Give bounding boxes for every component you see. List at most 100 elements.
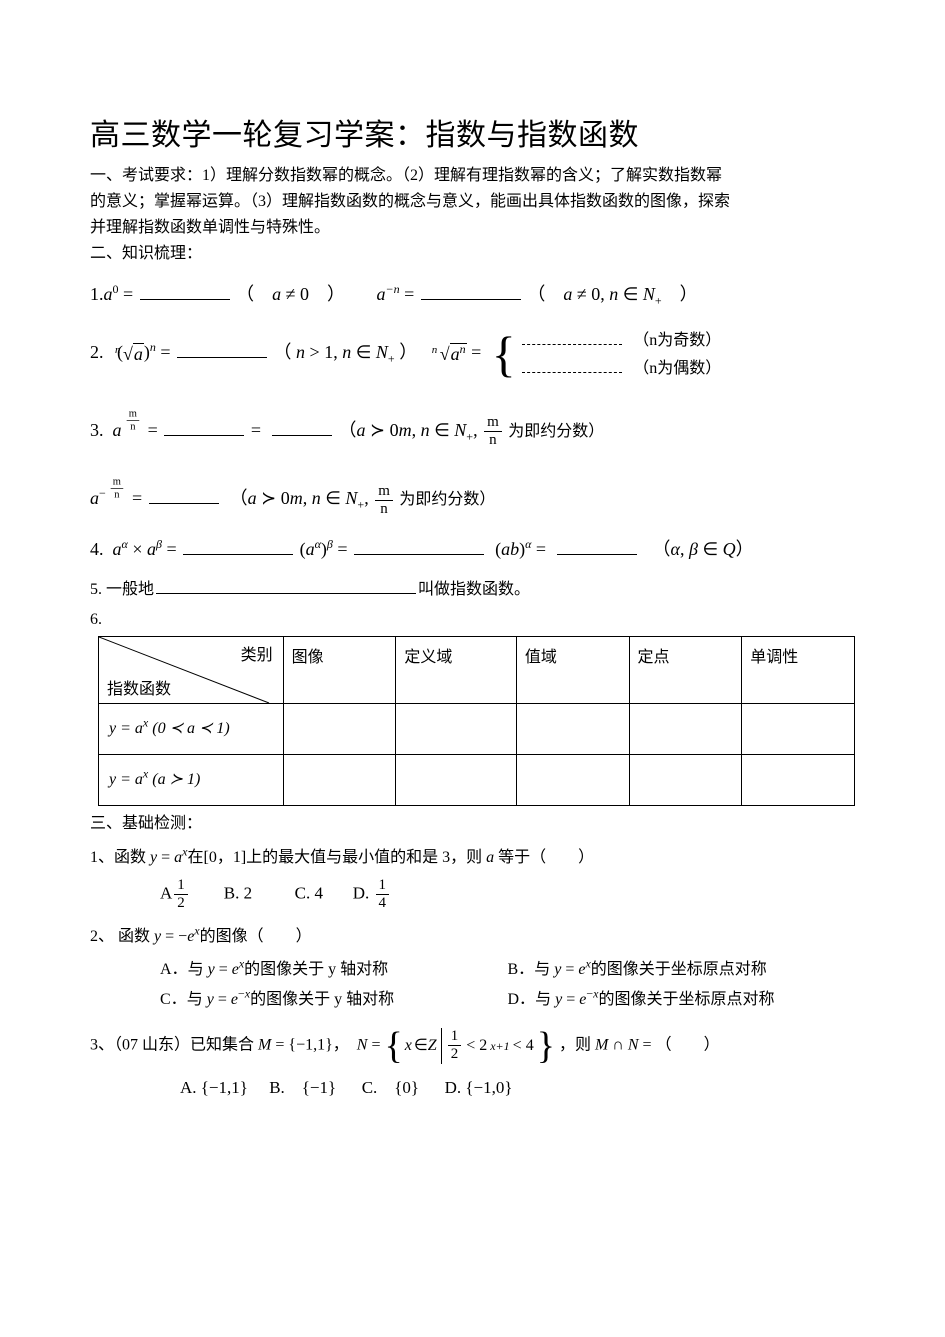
formula-3b-exp-num: m [110,477,122,489]
q2-opt-b: B．与 y = ex的图像关于坐标原点对称 [508,955,856,979]
formula-4-blank-c [557,538,637,555]
q1-text-c: 等于（ ） [498,849,594,866]
row-header-2: y = ax (a ≻ 1) [99,754,284,805]
formula-2-blank-even [522,356,622,373]
question-3: 3、（07 山东）已知集合 M = {−1,1}， N = { x∈Z 12 <… [90,1027,855,1065]
row-header-1: y = ax (0 ≺ a ≺ 1) [99,703,284,754]
q1-options: A12 B. 2 C. 4 D. 14 [160,878,855,911]
q3-number: 3、 [90,1036,114,1053]
q3-opt-a: A. {−1,1} [180,1078,248,1097]
function-table: 类别 指数函数 图像 定义域 值域 定点 单调性 y = ax (0 ≺ a ≺… [98,636,855,806]
formula-3-frac-bot: n [484,432,502,448]
q2-opt-d-post: 的图像关于坐标原点对称 [598,991,774,1008]
formula-2-outer-exp: n [150,340,156,354]
q3-opt-b: B. {−1} [269,1078,336,1097]
q2-text-b: 的图像（ ） [200,928,312,945]
formula-1-base-a: a [104,284,113,304]
formula-5-prefix: 一般地 [106,581,154,598]
formula-5-label: 5. [90,581,102,598]
q2-opt-a-label: A． [160,961,188,978]
table-cell [283,703,396,754]
q3-text-a: 已知集合 [190,1036,258,1053]
q1-opt-d-label: D. [353,883,370,902]
q1-opt-a-den: 2 [174,895,188,911]
nth-root-1: n√a [123,340,144,368]
q2-options-row2: C．与 y = e−x的图像关于 y 轴对称 D．与 y = e−x的图像关于坐… [160,985,855,1009]
formula-3-exp-den: n [126,421,138,432]
q2-options-row1: A．与 y = ex的图像关于 y 轴对称 B．与 y = ex的图像关于坐标原… [160,955,855,979]
q3-hi: < 4 [510,1034,537,1058]
q2-number: 2、 [90,928,114,945]
q1-number: 1、 [90,849,114,866]
formula-3b: a−mn = （a ≻ 0m, n ∈ N+, mn 为即约分数） [90,472,855,516]
q2-opt-b-pre: 与 [534,961,554,978]
req1-text: 1）理解分数指数幂的概念。（2）理解有理指数幂的含义；了解实数指数幂 [202,167,722,184]
q3-low-den: 2 [448,1046,462,1062]
formula-3-blank-a [164,419,244,436]
formula-4-blank-b [354,538,484,555]
formula-5-suffix: 叫做指数函数。 [418,581,530,598]
q3-opt-d: D. {−1,0} [445,1078,513,1097]
formula-3: 3. amn = = （a ≻ 0m, n ∈ N+, mn 为即约分数） [90,404,855,448]
col-header-monotonicity: 单调性 [742,636,855,703]
root-index-2: n [432,336,438,364]
formula-3b-base: a [90,488,99,508]
table-cell [396,703,516,754]
set-divider-icon [441,1028,442,1064]
section-1-line2: 的意义；掌握幂运算。（3）理解指数函数的概念与意义，能画出具体指数函数的图像，探… [90,190,855,214]
q2-opt-d: D．与 y = e−x的图像关于坐标原点对称 [508,985,856,1009]
q3-low-num: 1 [448,1029,462,1046]
piecewise-brace: { （n为奇数） （n为偶数） [492,326,722,382]
table-cell [516,703,629,754]
formula-1-blank-b [421,283,521,300]
table-diag-cell: 类别 指数函数 [99,636,284,703]
formula-2-blank-odd [522,328,622,345]
formula-4: 4. aα × aβ = (aα)β = (ab)α = （α, β ∈ Q） [90,535,855,563]
q1-opt-c: C. 4 [295,883,323,902]
table-cell [629,754,742,805]
q3-source: （07 山东） [114,1036,190,1053]
root-index-1: n [115,336,121,364]
section-3-heading: 三、基础检测： [90,812,855,836]
diag-top-label: 类别 [241,641,273,665]
q2-opt-d-label: D． [508,991,536,1008]
q1-opt-a-label: A [160,883,172,902]
table-row: y = ax (0 ≺ a ≺ 1) [99,703,855,754]
formula-2: 2. (n√a)n = （ n > 1, n ∈ N+ ） n√an = { （… [90,326,855,382]
page-title: 高三数学一轮复习学案：指数与指数函数 [90,110,855,154]
q1-text-b: 在[0，1]上的最大值与最小值的和是 3，则 [188,849,483,866]
col-header-range: 值域 [516,636,629,703]
q2-opt-a: A．与 y = ex的图像关于 y 轴对称 [160,955,508,979]
q2-opt-a-pre: 与 [188,961,208,978]
formula-3b-frac-top: m [375,484,393,501]
q2-opt-c-post: 的图像关于 y 轴对称 [250,991,394,1008]
q3-options: A. {−1,1} B. {−1} C. {0} D. {−1,0} [180,1073,855,1098]
col-header-domain: 定义域 [396,636,516,703]
formula-6-label: 6. [90,608,855,632]
formula-3-base: a [113,420,122,440]
section-1-line1: 一、考试要求：1）理解分数指数幂的概念。（2）理解有理指数幂的含义；了解实数指数… [90,164,855,188]
diag-bot-label: 指数函数 [107,675,171,699]
table-cell [742,703,855,754]
question-1: 1、函数 y = ax在[0，1]上的最大值与最小值的和是 3，则 a 等于（ … [90,846,855,870]
q1-opt-d-num: 1 [376,878,390,895]
q3-opt-c: C. {0} [362,1078,419,1097]
formula-2-label: 2. [90,342,104,362]
formula-1-base-b: a [377,284,386,304]
formula-3-frac-top: m [484,415,502,432]
formula-1-exp-neg-n: −n [386,282,400,296]
formula-1: 1.a0 = （ a ≠ 0 ） a−n = （ a ≠ 0, n ∈ N+ ） [90,280,855,308]
col-header-image: 图像 [283,636,396,703]
formula-1-blank-a [140,283,230,300]
section-1-heading: 一、考试要求： [90,167,202,184]
case-even: （n为偶数） [633,360,721,377]
col-header-fixed-point: 定点 [629,636,742,703]
formula-4-blank-a [183,538,293,555]
q2-opt-a-post: 的图像关于 y 轴对称 [244,961,388,978]
q2-opt-c-pre: 与 [187,991,207,1008]
q3-paren: （ ） [656,1036,720,1053]
table-cell [283,754,396,805]
q3-text-b: ，则 [559,1036,595,1053]
formula-4-label: 4. [90,539,104,559]
formula-5: 5. 一般地 叫做指数函数。 [90,577,855,602]
